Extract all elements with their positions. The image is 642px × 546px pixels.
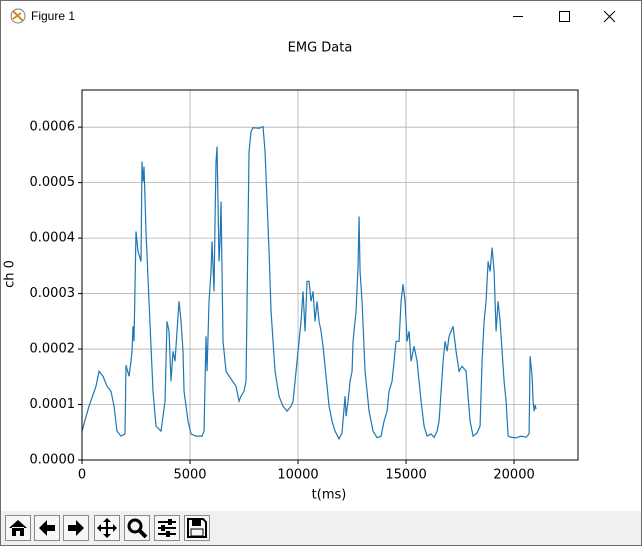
app-icon — [10, 8, 26, 24]
x-tick-label: 0 — [78, 468, 86, 483]
y-tick-label: 0.0002 — [30, 342, 76, 357]
x-tick-label: 15000 — [385, 468, 426, 483]
zoom-button[interactable] — [124, 515, 150, 541]
y-tick-label: 0.0001 — [30, 397, 76, 412]
y-tick-label: 0.0005 — [30, 175, 76, 190]
back-button[interactable] — [34, 515, 60, 541]
x-tick-label: 20000 — [493, 468, 534, 483]
close[interactable] — [603, 10, 616, 23]
forward-button[interactable] — [63, 515, 89, 541]
plot-frame — [81, 89, 579, 461]
x-tick-label: 10000 — [277, 468, 318, 483]
title-bar: Figure 1 — [1, 1, 641, 32]
y-tick-label: 0.0004 — [30, 231, 76, 246]
toolbar — [1, 511, 641, 545]
chart: EMG Data t(ms) ch 0 0 5000 10000 15000 20000… — [3, 41, 579, 503]
y-axis-label: ch 0 — [3, 260, 18, 288]
save-button[interactable] — [184, 515, 210, 541]
window-title: Figure 1 — [31, 9, 76, 23]
configure-button[interactable] — [154, 515, 180, 541]
chart-title: EMG Data — [288, 41, 353, 56]
pan-button[interactable] — [94, 515, 120, 541]
data-line — [81, 125, 537, 441]
x-tick-label: 5000 — [173, 468, 206, 483]
y-tick-label: 0.0000 — [30, 453, 76, 468]
y-tick-label: 0.0003 — [30, 286, 76, 301]
x-axis-label: t(ms) — [312, 488, 347, 503]
maximize[interactable] — [559, 11, 570, 22]
home-button[interactable] — [5, 515, 31, 541]
y-tick-label: 0.0006 — [30, 120, 76, 135]
window-controls[interactable] — [491, 1, 641, 32]
